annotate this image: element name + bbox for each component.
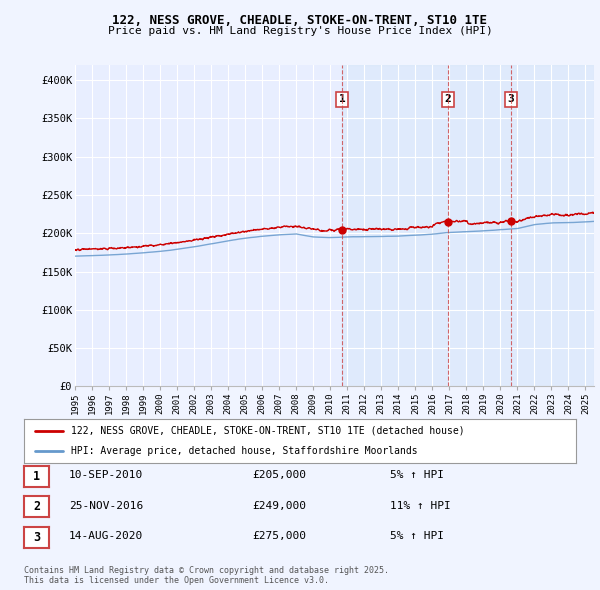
- Text: £275,000: £275,000: [252, 532, 306, 541]
- Text: 122, NESS GROVE, CHEADLE, STOKE-ON-TRENT, ST10 1TE: 122, NESS GROVE, CHEADLE, STOKE-ON-TRENT…: [113, 14, 487, 27]
- Text: HPI: Average price, detached house, Staffordshire Moorlands: HPI: Average price, detached house, Staf…: [71, 446, 418, 456]
- Text: 25-NOV-2016: 25-NOV-2016: [69, 501, 143, 510]
- Text: 5% ↑ HPI: 5% ↑ HPI: [390, 532, 444, 541]
- Text: 1: 1: [33, 470, 40, 483]
- Text: £249,000: £249,000: [252, 501, 306, 510]
- Text: 14-AUG-2020: 14-AUG-2020: [69, 532, 143, 541]
- Text: 5% ↑ HPI: 5% ↑ HPI: [390, 470, 444, 480]
- Text: This data is licensed under the Open Government Licence v3.0.: This data is licensed under the Open Gov…: [24, 576, 329, 585]
- Text: 10-SEP-2010: 10-SEP-2010: [69, 470, 143, 480]
- Text: 122, NESS GROVE, CHEADLE, STOKE-ON-TRENT, ST10 1TE (detached house): 122, NESS GROVE, CHEADLE, STOKE-ON-TRENT…: [71, 426, 464, 436]
- Text: 1: 1: [338, 94, 346, 104]
- Text: Price paid vs. HM Land Registry's House Price Index (HPI): Price paid vs. HM Land Registry's House …: [107, 27, 493, 36]
- Text: £205,000: £205,000: [252, 470, 306, 480]
- Text: 2: 2: [444, 94, 451, 104]
- Bar: [342, 65, 594, 386]
- Text: Contains HM Land Registry data © Crown copyright and database right 2025.: Contains HM Land Registry data © Crown c…: [24, 566, 389, 575]
- Text: 11% ↑ HPI: 11% ↑ HPI: [390, 501, 451, 510]
- Text: 3: 3: [33, 531, 40, 544]
- Text: 3: 3: [508, 94, 514, 104]
- Text: 2: 2: [33, 500, 40, 513]
